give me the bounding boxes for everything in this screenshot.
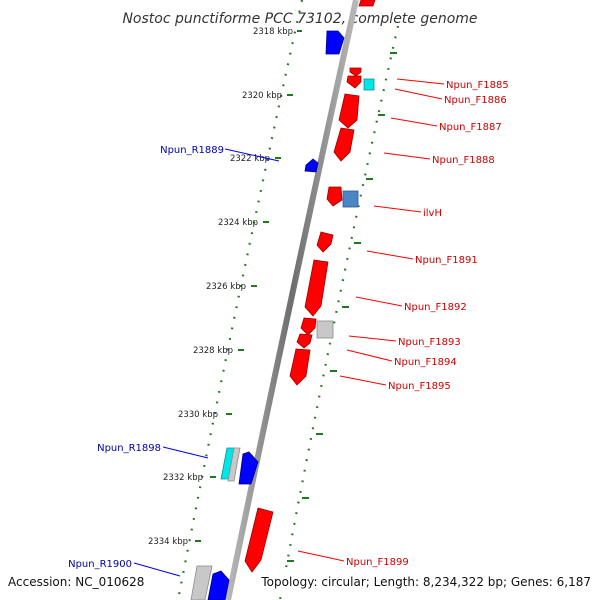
- kbp-tick: 2334 kbp: [148, 537, 201, 547]
- label-npun-f1885[interactable]: Npun_F1885: [446, 80, 509, 91]
- label-npun-f1887[interactable]: Npun_F1887: [439, 122, 502, 133]
- label-ilvh[interactable]: ilvH: [423, 208, 442, 219]
- kbp-tick-label: 2332 kbp: [163, 473, 203, 483]
- gene-npun-f1899[interactable]: [244, 507, 274, 573]
- outer-dotted-track: [278, 25, 400, 600]
- gene-npun-f1892[interactable]: [304, 259, 329, 317]
- gene-npun-f1893[interactable]: [300, 317, 317, 336]
- kbp-tick: 2328 kbp: [193, 346, 244, 356]
- label-npun-f1888[interactable]: Npun_F1888: [432, 155, 495, 166]
- label-npun-f1892[interactable]: Npun_F1892: [404, 302, 467, 313]
- label-npun-f1893[interactable]: Npun_F1893: [398, 337, 461, 348]
- kbp-tick-label: 2320 kbp: [242, 91, 282, 101]
- inner-dotted-track: [176, 0, 304, 600]
- label-npun-f1895[interactable]: Npun_F1895: [388, 381, 451, 392]
- gene-npun-f1894[interactable]: [296, 333, 313, 349]
- kbp-tick-label: 2324 kbp: [218, 218, 258, 228]
- pseudo-feature-f1893[interactable]: [316, 320, 334, 339]
- gene-npun-r1898-blue[interactable]: [238, 451, 259, 485]
- kbp-tick-label: 2330 kbp: [178, 410, 218, 420]
- outer-track-ticks: [287, 52, 397, 562]
- map-title: Nostoc punctiforme PCC 73102, complete g…: [122, 11, 477, 27]
- label-npun-f1891[interactable]: Npun_F1891: [415, 255, 478, 266]
- gene-ilvh-red[interactable]: [326, 186, 343, 207]
- reverse-strand-genes: [207, 30, 345, 600]
- kbp-tick: 2318 kbp: [253, 27, 302, 37]
- label-npun-r1889[interactable]: Npun_R1889: [160, 145, 224, 156]
- rna-feature-f1886[interactable]: [363, 78, 375, 91]
- reverse-labels: Npun_R1889 Npun_R1898 Npun_R1900: [68, 145, 224, 570]
- gene-blue-top[interactable]: [325, 30, 345, 55]
- misc-features: [190, 78, 375, 600]
- gene-npun-f1891[interactable]: [316, 231, 334, 253]
- accession-text: Accession: NC_010628: [8, 575, 144, 589]
- kbp-tick-label: 2326 kbp: [206, 282, 246, 292]
- label-npun-f1899[interactable]: Npun_F1899: [346, 557, 409, 568]
- footer-left-bg: [6, 572, 152, 592]
- kbp-tick: 2332 kbp: [163, 473, 216, 483]
- kbp-tick: 2320 kbp: [242, 91, 293, 101]
- genome-backbone: [225, 0, 359, 600]
- other-feature-ilvh[interactable]: [342, 190, 359, 208]
- pseudo-feature-r1898[interactable]: [227, 447, 241, 482]
- gene-red-top[interactable]: [358, 0, 376, 7]
- gene-npun-f1895[interactable]: [289, 348, 311, 386]
- kbp-tick: 2322 kbp: [230, 154, 281, 164]
- kbp-tick-label: 2334 kbp: [148, 537, 188, 547]
- footer-right-bg: [258, 572, 596, 592]
- pseudo-feature-r1900[interactable]: [190, 565, 213, 600]
- gene-npun-f1888[interactable]: [333, 127, 355, 162]
- kbp-tick: 2324 kbp: [218, 218, 269, 228]
- gene-npun-r1889[interactable]: [304, 158, 319, 173]
- kbp-tick: 2326 kbp: [206, 282, 257, 292]
- kbp-ruler: 2318 kbp 2320 kbp 2322 kbp 2324 kbp 2326…: [148, 27, 302, 547]
- reverse-leaders: [133, 148, 280, 577]
- gene-npun-f1886[interactable]: [346, 75, 362, 89]
- label-npun-f1886[interactable]: Npun_F1886: [444, 95, 507, 106]
- gene-npun-f1885[interactable]: [349, 67, 362, 77]
- topology-text: Topology: circular; Length: 8,234,322 bp…: [260, 575, 591, 589]
- forward-labels: Npun_F1885 Npun_F1886 Npun_F1887 Npun_F1…: [346, 80, 509, 568]
- kbp-tick-label: 2322 kbp: [230, 154, 270, 164]
- forward-leaders: [297, 78, 445, 562]
- label-npun-r1898[interactable]: Npun_R1898: [97, 443, 161, 454]
- gene-npun-f1887[interactable]: [338, 93, 360, 129]
- label-npun-r1900[interactable]: Npun_R1900: [68, 559, 132, 570]
- kbp-tick: 2330 kbp: [178, 410, 232, 420]
- gene-npun-r1900-blue[interactable]: [207, 570, 230, 600]
- kbp-tick-label: 2318 kbp: [253, 27, 293, 37]
- forward-strand-genes: [244, 0, 376, 573]
- label-npun-f1894[interactable]: Npun_F1894: [394, 357, 457, 368]
- kbp-tick-label: 2328 kbp: [193, 346, 233, 356]
